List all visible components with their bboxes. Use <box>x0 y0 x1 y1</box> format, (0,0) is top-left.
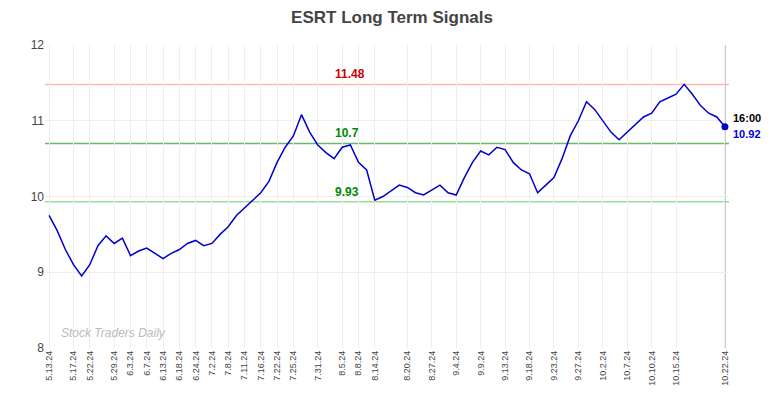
svg-text:9.27.24: 9.27.24 <box>573 351 583 381</box>
svg-text:8.20.24: 8.20.24 <box>402 351 412 381</box>
svg-text:8.14.24: 8.14.24 <box>370 351 380 381</box>
svg-text:10.2.24: 10.2.24 <box>598 351 608 381</box>
svg-text:6.24.24: 6.24.24 <box>191 351 201 381</box>
svg-text:6.7.24: 6.7.24 <box>142 351 152 376</box>
svg-text:8.27.24: 8.27.24 <box>427 351 437 381</box>
svg-text:10.7.24: 10.7.24 <box>622 351 632 381</box>
svg-text:10.22.24: 10.22.24 <box>720 351 730 386</box>
svg-text:11.48: 11.48 <box>335 67 365 81</box>
svg-text:6.3.24: 6.3.24 <box>125 351 135 376</box>
svg-text:10: 10 <box>31 190 45 204</box>
svg-text:12: 12 <box>31 38 45 52</box>
svg-text:7.8.24: 7.8.24 <box>223 351 233 376</box>
svg-text:10.92: 10.92 <box>733 128 761 140</box>
svg-text:7.25.24: 7.25.24 <box>288 351 298 381</box>
svg-text:8: 8 <box>37 341 44 355</box>
svg-text:9.13.24: 9.13.24 <box>500 351 510 381</box>
svg-text:8.5.24: 8.5.24 <box>337 351 347 376</box>
svg-text:Stock Traders Daily: Stock Traders Daily <box>61 326 166 340</box>
svg-text:7.31.24: 7.31.24 <box>313 351 323 381</box>
svg-text:5.22.24: 5.22.24 <box>85 351 95 381</box>
svg-text:9.23.24: 9.23.24 <box>549 351 559 381</box>
svg-text:7.16.24: 7.16.24 <box>256 351 266 381</box>
svg-text:10.7: 10.7 <box>335 126 359 140</box>
svg-text:10.10.24: 10.10.24 <box>647 351 657 386</box>
svg-text:6.13.24: 6.13.24 <box>158 351 168 381</box>
svg-text:7.22.24: 7.22.24 <box>272 351 282 381</box>
svg-text:5.29.24: 5.29.24 <box>109 351 119 381</box>
svg-text:9.18.24: 9.18.24 <box>524 351 534 381</box>
svg-text:9.93: 9.93 <box>335 185 359 199</box>
svg-text:11: 11 <box>32 114 45 128</box>
svg-text:7.2.24: 7.2.24 <box>207 351 217 376</box>
svg-text:5.17.24: 5.17.24 <box>68 351 78 381</box>
svg-text:ESRT Long Term Signals: ESRT Long Term Signals <box>291 8 493 27</box>
svg-text:5.13.24: 5.13.24 <box>44 351 54 381</box>
svg-text:10.15.24: 10.15.24 <box>671 351 681 386</box>
svg-text:7.11.24: 7.11.24 <box>239 351 249 380</box>
svg-text:9: 9 <box>37 265 44 279</box>
svg-text:16:00: 16:00 <box>733 112 761 124</box>
svg-text:8.8.24: 8.8.24 <box>353 351 363 376</box>
svg-text:9.4.24: 9.4.24 <box>451 351 461 376</box>
svg-text:9.9.24: 9.9.24 <box>476 351 486 376</box>
svg-text:6.18.24: 6.18.24 <box>174 351 184 381</box>
